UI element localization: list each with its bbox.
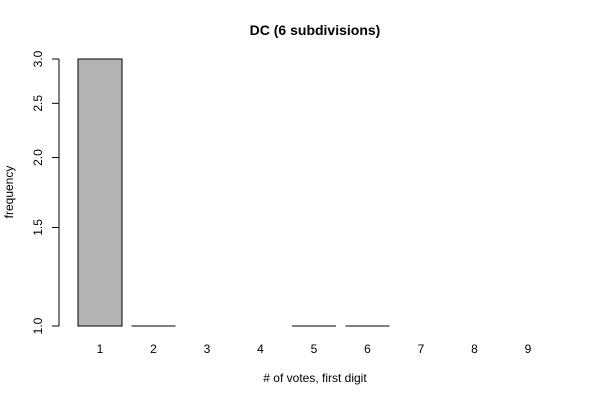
y-ticks: 1.0 1.5 2.0 2.5 3.0 [31, 50, 59, 334]
x-tick-label: 9 [525, 342, 532, 356]
x-tick-label: 8 [471, 342, 478, 356]
x-tick-label: 1 [97, 342, 104, 356]
bars [77, 58, 390, 327]
x-tick-label: 4 [257, 342, 264, 356]
y-tick-label: 1.0 [31, 317, 45, 334]
y-axis-label: frequency [2, 166, 16, 219]
y-tick-label: 1.5 [31, 219, 45, 236]
x-tick-label: 5 [311, 342, 318, 356]
y-tick-label: 2.5 [31, 95, 45, 112]
x-tick-label: 6 [364, 342, 371, 356]
x-tick-label: 7 [418, 342, 425, 356]
x-axis-label: # of votes, first digit [263, 371, 367, 385]
x-tick-label: 2 [150, 342, 157, 356]
y-tick-label: 3.0 [31, 50, 45, 67]
y-tick-label: 2.0 [31, 149, 45, 166]
bar [77, 58, 123, 327]
chart-title: DC (6 subdivisions) [250, 22, 381, 38]
x-tick-label: 3 [204, 342, 211, 356]
x-tick-labels: 1 2 3 4 5 6 7 8 9 [97, 342, 532, 356]
